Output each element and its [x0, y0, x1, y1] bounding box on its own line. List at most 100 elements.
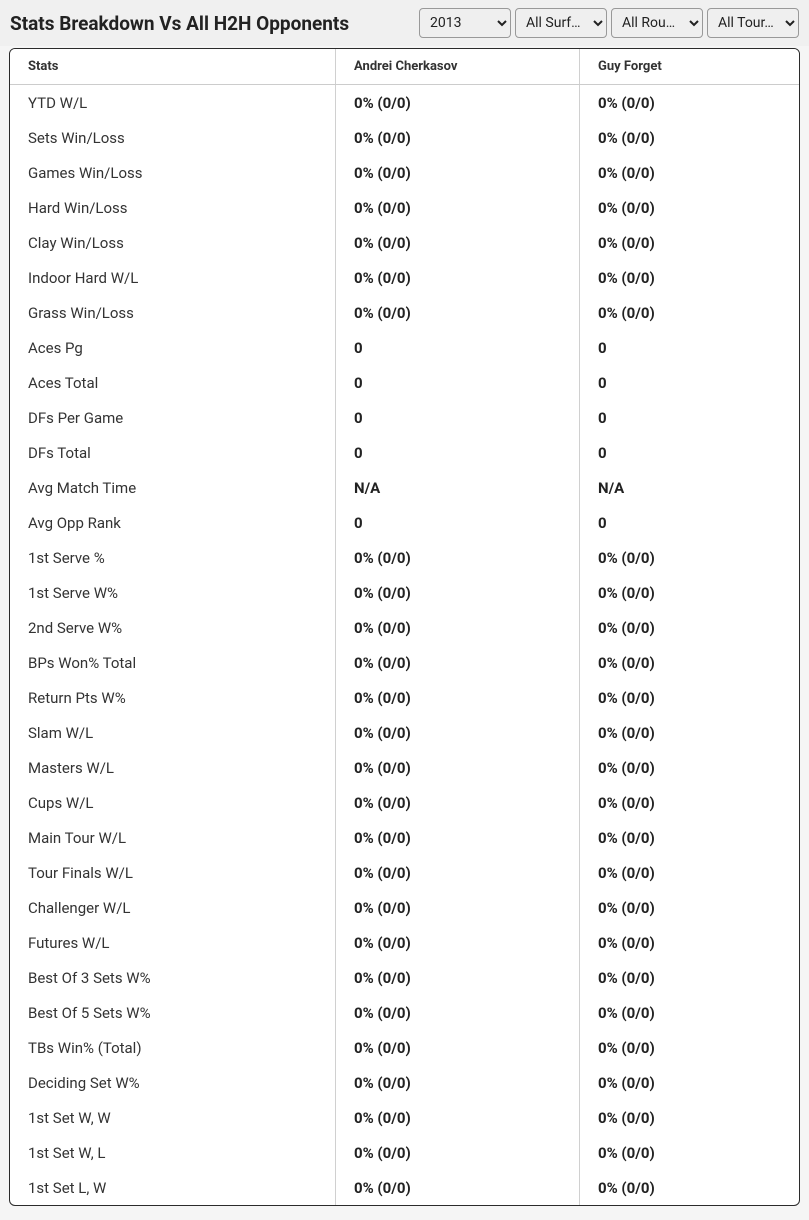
player2-value: 0% (0/0) [580, 1135, 799, 1170]
player2-value: 0% (0/0) [580, 1100, 799, 1135]
stat-label: Challenger W/L [10, 890, 336, 925]
player2-value: 0% (0/0) [580, 120, 799, 155]
player1-value: 0% (0/0) [336, 260, 580, 295]
player2-value: 0 [580, 365, 799, 400]
player1-value: 0% (0/0) [336, 715, 580, 750]
player2-value: 0 [580, 505, 799, 540]
player1-value: 0% (0/0) [336, 1135, 580, 1170]
tour-filter[interactable]: All Tour… [707, 8, 799, 38]
stat-label: BPs Won% Total [10, 645, 336, 680]
stat-label: Avg Match Time [10, 470, 336, 505]
player1-value: 0% (0/0) [336, 820, 580, 855]
player1-value: 0% (0/0) [336, 890, 580, 925]
player2-value: 0% (0/0) [580, 225, 799, 260]
player2-value: 0 [580, 330, 799, 365]
player1-value: 0% (0/0) [336, 960, 580, 995]
player2-value: 0% (0/0) [580, 925, 799, 960]
player2-value: 0% (0/0) [580, 610, 799, 645]
table-row: Main Tour W/L0% (0/0)0% (0/0) [10, 820, 799, 855]
player1-value: 0% (0/0) [336, 1100, 580, 1135]
player1-value: 0 [336, 400, 580, 435]
player1-value: 0% (0/0) [336, 190, 580, 225]
surface-filter[interactable]: All Surf… [515, 8, 607, 38]
stat-label: Indoor Hard W/L [10, 260, 336, 295]
filter-group: 2013 All Surf… All Rou… All Tour… [419, 8, 799, 38]
table-row: Tour Finals W/L0% (0/0)0% (0/0) [10, 855, 799, 890]
stat-label: Main Tour W/L [10, 820, 336, 855]
player2-value: 0% (0/0) [580, 190, 799, 225]
stat-label: Masters W/L [10, 750, 336, 785]
player2-value: 0% (0/0) [580, 295, 799, 330]
table-row: Deciding Set W%0% (0/0)0% (0/0) [10, 1065, 799, 1100]
stat-label: TBs Win% (Total) [10, 1030, 336, 1065]
table-row: 1st Serve W%0% (0/0)0% (0/0) [10, 575, 799, 610]
player1-value: 0% (0/0) [336, 120, 580, 155]
table-row: Games Win/Loss0% (0/0)0% (0/0) [10, 155, 799, 190]
player2-value: N/A [580, 470, 799, 505]
player2-value: 0% (0/0) [580, 260, 799, 295]
player2-value: 0% (0/0) [580, 855, 799, 890]
player1-value: 0% (0/0) [336, 995, 580, 1030]
stat-label: 1st Serve % [10, 540, 336, 575]
table-row: Aces Pg00 [10, 330, 799, 365]
stat-label: Games Win/Loss [10, 155, 336, 190]
page-title: Stats Breakdown Vs All H2H Opponents [10, 12, 349, 35]
column-header-player2: Guy Forget [580, 49, 799, 84]
player1-value: 0 [336, 330, 580, 365]
player2-value: 0% (0/0) [580, 1065, 799, 1100]
player1-value: 0% (0/0) [336, 925, 580, 960]
table-row: Cups W/L0% (0/0)0% (0/0) [10, 785, 799, 820]
stat-label: 1st Set W, W [10, 1100, 336, 1135]
table-row: BPs Won% Total0% (0/0)0% (0/0) [10, 645, 799, 680]
player2-value: 0% (0/0) [580, 820, 799, 855]
table-row: TBs Win% (Total)0% (0/0)0% (0/0) [10, 1030, 799, 1065]
stat-label: Tour Finals W/L [10, 855, 336, 890]
stats-header: Stats Breakdown Vs All H2H Opponents 201… [0, 0, 809, 46]
stat-label: Deciding Set W% [10, 1065, 336, 1100]
player1-value: 0% (0/0) [336, 1065, 580, 1100]
player2-value: 0% (0/0) [580, 155, 799, 190]
player2-value: 0% (0/0) [580, 890, 799, 925]
stats-table: Stats Andrei Cherkasov Guy Forget YTD W/… [9, 48, 800, 1206]
player1-value: 0% (0/0) [336, 855, 580, 890]
table-row: 1st Set L, W0% (0/0)0% (0/0) [10, 1170, 799, 1205]
player2-value: 0% (0/0) [580, 750, 799, 785]
table-row: Avg Match TimeN/AN/A [10, 470, 799, 505]
round-filter[interactable]: All Rou… [611, 8, 703, 38]
player1-value: 0% (0/0) [336, 645, 580, 680]
table-row: 1st Set W, W0% (0/0)0% (0/0) [10, 1100, 799, 1135]
player1-value: 0 [336, 365, 580, 400]
player1-value: 0% (0/0) [336, 1170, 580, 1205]
table-row: 1st Set W, L0% (0/0)0% (0/0) [10, 1135, 799, 1170]
table-row: Hard Win/Loss0% (0/0)0% (0/0) [10, 190, 799, 225]
player2-value: 0% (0/0) [580, 540, 799, 575]
player2-value: 0 [580, 435, 799, 470]
player2-value: 0% (0/0) [580, 960, 799, 995]
table-body: YTD W/L0% (0/0)0% (0/0)Sets Win/Loss0% (… [10, 85, 799, 1205]
player1-value: 0% (0/0) [336, 295, 580, 330]
stat-label: Grass Win/Loss [10, 295, 336, 330]
table-row: 1st Serve %0% (0/0)0% (0/0) [10, 540, 799, 575]
stat-label: Slam W/L [10, 715, 336, 750]
stat-label: 1st Set L, W [10, 1170, 336, 1205]
player2-value: 0% (0/0) [580, 995, 799, 1030]
stat-label: Hard Win/Loss [10, 190, 336, 225]
table-row: YTD W/L0% (0/0)0% (0/0) [10, 85, 799, 120]
year-filter[interactable]: 2013 [419, 8, 511, 38]
stat-label: Avg Opp Rank [10, 505, 336, 540]
stat-label: Best Of 5 Sets W% [10, 995, 336, 1030]
stat-label: 2nd Serve W% [10, 610, 336, 645]
table-header: Stats Andrei Cherkasov Guy Forget [10, 49, 799, 85]
column-header-stats: Stats [10, 49, 336, 84]
stat-label: DFs Per Game [10, 400, 336, 435]
table-row: Futures W/L0% (0/0)0% (0/0) [10, 925, 799, 960]
stat-label: Futures W/L [10, 925, 336, 960]
stat-label: Clay Win/Loss [10, 225, 336, 260]
stat-label: DFs Total [10, 435, 336, 470]
stat-label: Best Of 3 Sets W% [10, 960, 336, 995]
table-row: Slam W/L0% (0/0)0% (0/0) [10, 715, 799, 750]
table-row: Aces Total00 [10, 365, 799, 400]
player2-value: 0% (0/0) [580, 1170, 799, 1205]
player1-value: 0% (0/0) [336, 610, 580, 645]
player1-value: 0% (0/0) [336, 785, 580, 820]
